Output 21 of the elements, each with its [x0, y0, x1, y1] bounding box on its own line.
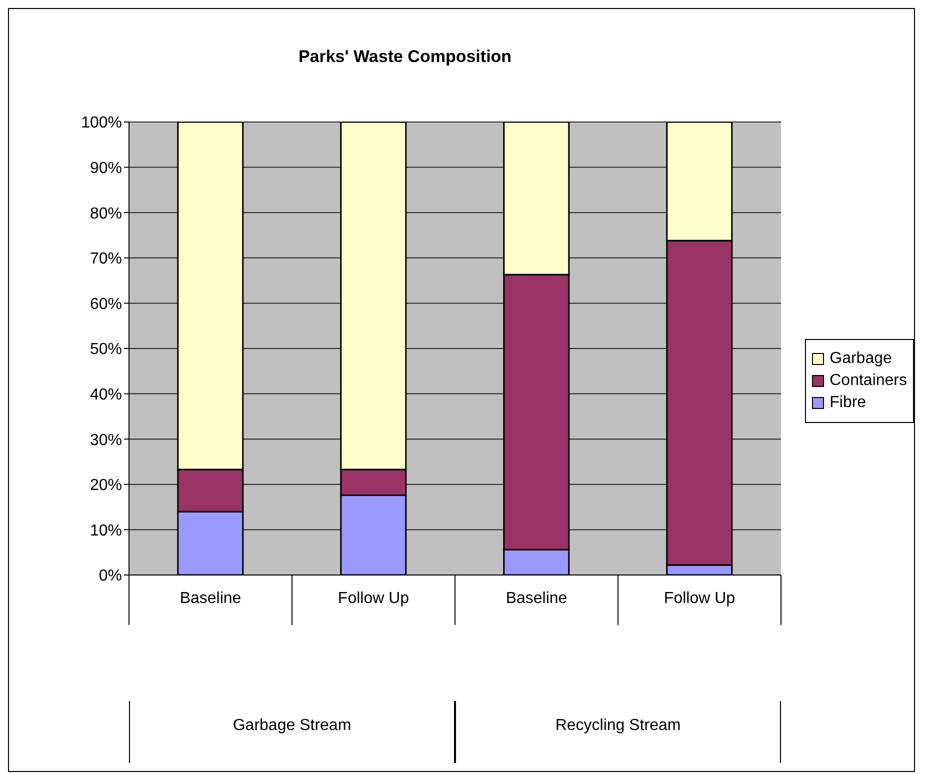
x-tick-label: Baseline	[506, 590, 568, 607]
x-tick-label: Baseline	[180, 590, 242, 607]
y-tick-label: 50%	[90, 341, 122, 358]
y-tick-label: 80%	[90, 205, 122, 222]
y-tick-label: 30%	[90, 432, 122, 449]
x-tick-label: Follow Up	[338, 590, 410, 607]
y-tick-label: 100%	[81, 114, 122, 132]
x-tick-label: Follow Up	[664, 590, 736, 607]
y-tick-label: 40%	[90, 386, 122, 404]
y-tick-label: 0%	[98, 568, 122, 585]
legend-label: Containers	[830, 372, 907, 390]
legend-label: Garbage	[830, 350, 892, 368]
text: Garbage Stream	[129, 701, 455, 763]
legend-label: Fibre	[830, 394, 866, 412]
y-tick-label: 90%	[90, 160, 122, 177]
chart-title: Parks' Waste Composition	[297, 47, 513, 67]
text: Recycling Stream	[455, 701, 781, 763]
y-tick-label: 10%	[90, 522, 122, 540]
y-tick-label: 70%	[90, 250, 122, 268]
y-tick-label: 20%	[90, 477, 122, 494]
y-tick-label: 60%	[90, 296, 122, 313]
